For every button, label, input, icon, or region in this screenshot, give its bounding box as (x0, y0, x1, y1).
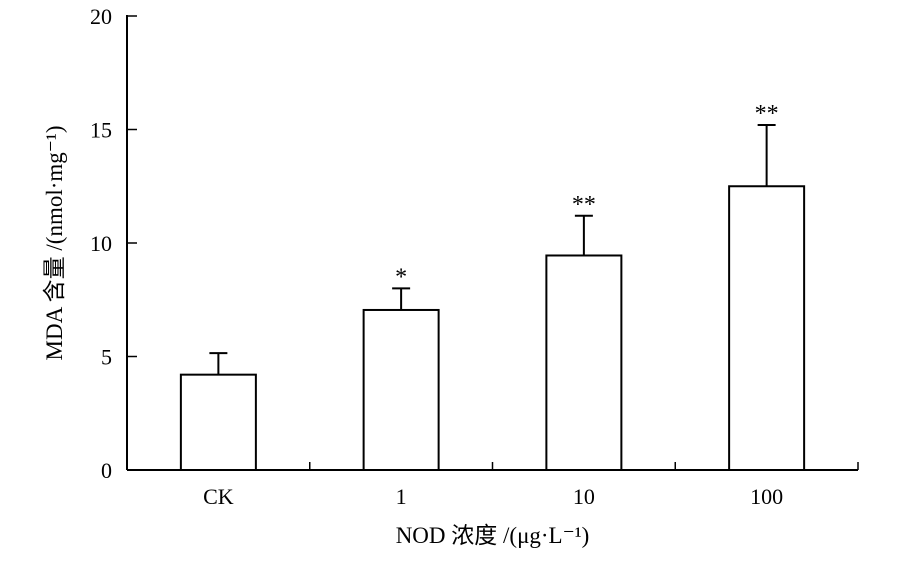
y-tick-label: 5 (101, 345, 112, 370)
y-axis-title: MDA 含量 /(nmol·mg⁻¹) (42, 126, 67, 361)
labels-group: 0 5 10 15 20 CK * 1 ** 10 ** 100 (90, 4, 783, 509)
bars-group (179, 123, 806, 471)
x-tick-label: CK (203, 484, 234, 509)
y-tick-label: 20 (90, 4, 112, 29)
x-tick-label: 10 (573, 484, 595, 509)
y-tick-label: 10 (90, 231, 112, 256)
bar (362, 308, 440, 471)
bar (179, 373, 257, 471)
significance-mark: ** (755, 101, 779, 127)
significance-mark: ** (572, 192, 596, 218)
y-tick-label: 15 (90, 118, 112, 143)
x-tick-label: 100 (750, 484, 783, 509)
x-tick-label: 1 (396, 484, 407, 509)
y-tick-label: 0 (101, 458, 112, 483)
significance-mark: * (395, 264, 407, 290)
bar (545, 254, 623, 471)
x-axis-title: NOD 浓度 /(μg·L⁻¹) (396, 523, 590, 548)
bar (728, 185, 806, 471)
